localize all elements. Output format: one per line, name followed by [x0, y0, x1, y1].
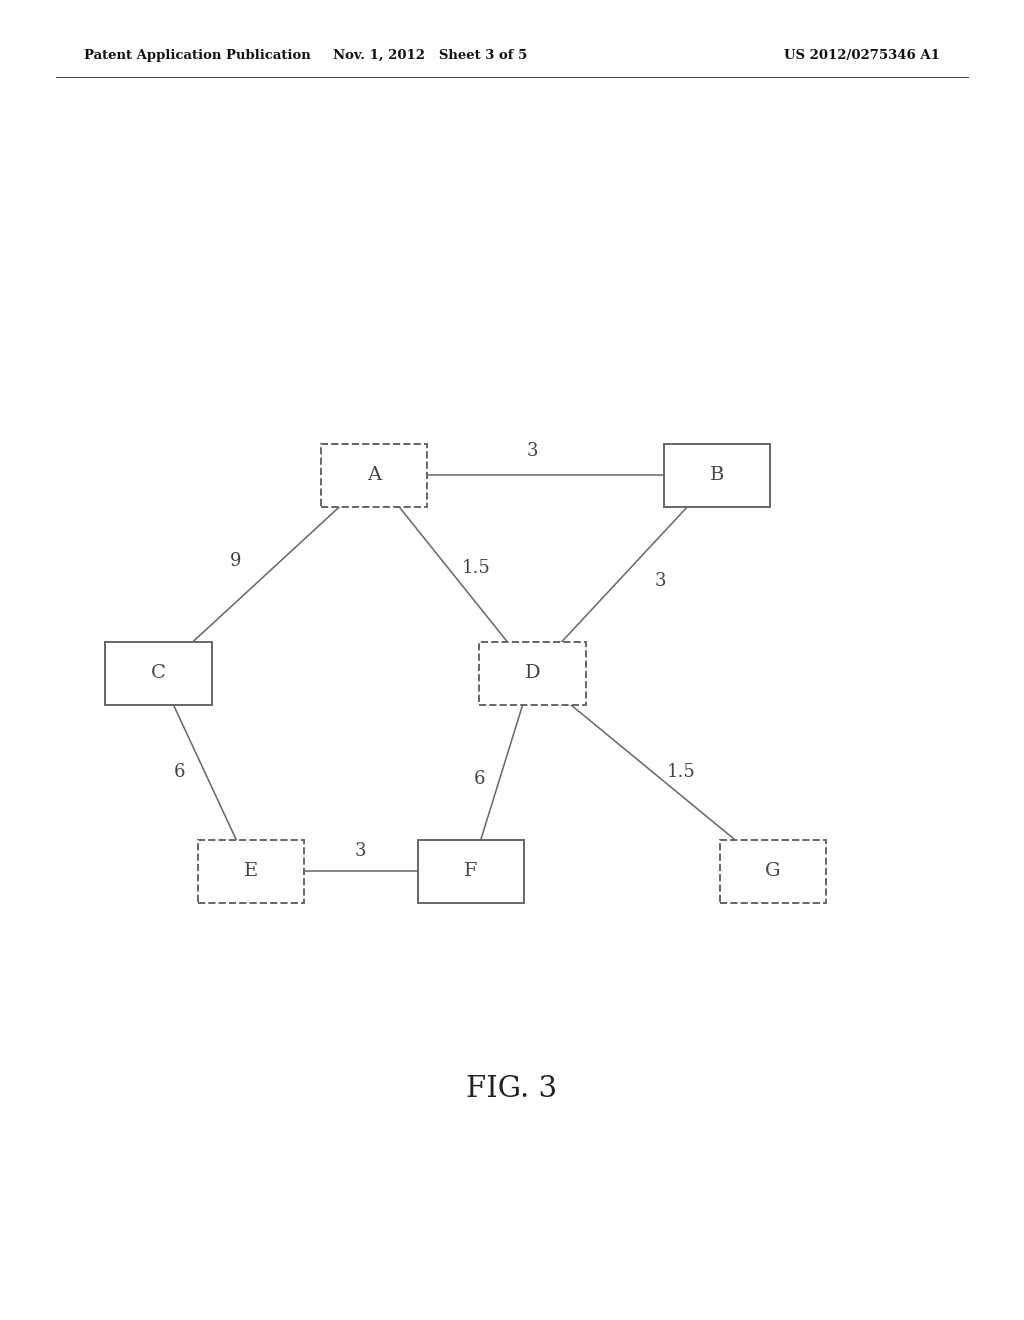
Text: Nov. 1, 2012   Sheet 3 of 5: Nov. 1, 2012 Sheet 3 of 5	[333, 49, 527, 62]
FancyBboxPatch shape	[105, 642, 212, 705]
Text: Patent Application Publication: Patent Application Publication	[84, 49, 310, 62]
Text: 1.5: 1.5	[667, 763, 695, 781]
FancyBboxPatch shape	[418, 840, 524, 903]
Text: C: C	[152, 664, 166, 682]
FancyBboxPatch shape	[321, 444, 427, 507]
Text: E: E	[244, 862, 258, 880]
Text: US 2012/0275346 A1: US 2012/0275346 A1	[784, 49, 940, 62]
Text: 3: 3	[654, 572, 667, 590]
Text: D: D	[524, 664, 541, 682]
Text: F: F	[464, 862, 478, 880]
FancyBboxPatch shape	[664, 444, 770, 507]
FancyBboxPatch shape	[479, 642, 586, 705]
Text: FIG. 3: FIG. 3	[467, 1074, 557, 1104]
Text: 9: 9	[229, 552, 242, 570]
Text: 1.5: 1.5	[462, 558, 490, 577]
Text: 6: 6	[473, 770, 485, 788]
Text: B: B	[710, 466, 724, 484]
Text: A: A	[367, 466, 381, 484]
Text: 3: 3	[354, 842, 367, 861]
FancyBboxPatch shape	[720, 840, 826, 903]
FancyBboxPatch shape	[198, 840, 304, 903]
Text: 3: 3	[526, 442, 539, 461]
Text: G: G	[765, 862, 781, 880]
Text: 6: 6	[173, 763, 185, 781]
